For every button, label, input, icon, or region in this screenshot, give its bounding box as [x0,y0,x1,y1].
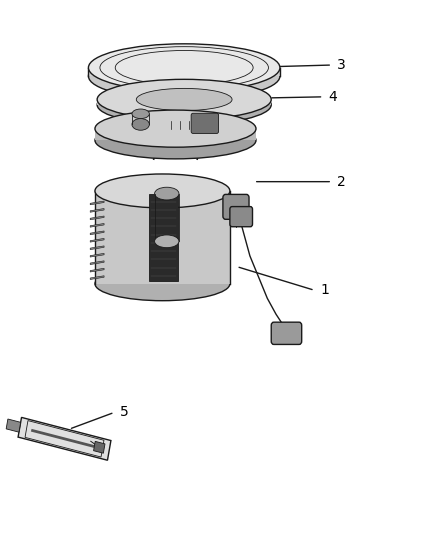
Polygon shape [97,100,271,105]
Polygon shape [90,208,104,212]
Polygon shape [90,238,104,242]
Ellipse shape [95,110,256,147]
Ellipse shape [132,118,149,130]
Polygon shape [90,216,104,220]
FancyBboxPatch shape [149,193,178,281]
Polygon shape [94,441,105,453]
Polygon shape [6,419,21,432]
Ellipse shape [88,44,280,92]
Ellipse shape [95,122,256,159]
Polygon shape [90,223,104,227]
Polygon shape [95,128,256,140]
Ellipse shape [155,187,179,200]
Text: 1: 1 [320,284,329,297]
FancyBboxPatch shape [191,114,219,133]
Ellipse shape [136,88,232,110]
FancyBboxPatch shape [271,322,302,344]
Text: 3: 3 [337,58,346,72]
Ellipse shape [88,52,280,100]
Polygon shape [18,417,111,461]
Polygon shape [90,276,104,279]
Ellipse shape [132,109,149,118]
Ellipse shape [95,266,230,301]
Ellipse shape [95,174,230,208]
Polygon shape [90,253,104,257]
Polygon shape [90,201,104,205]
FancyBboxPatch shape [230,207,253,227]
Polygon shape [90,268,104,272]
Ellipse shape [155,235,179,248]
FancyBboxPatch shape [223,195,249,219]
Text: 5: 5 [120,405,128,419]
Ellipse shape [97,85,271,125]
Text: 2: 2 [337,175,346,189]
Polygon shape [95,191,230,284]
Polygon shape [90,231,104,235]
Ellipse shape [97,79,271,119]
Polygon shape [90,261,104,264]
Polygon shape [88,68,280,76]
Polygon shape [90,246,104,249]
Text: 4: 4 [328,90,337,104]
